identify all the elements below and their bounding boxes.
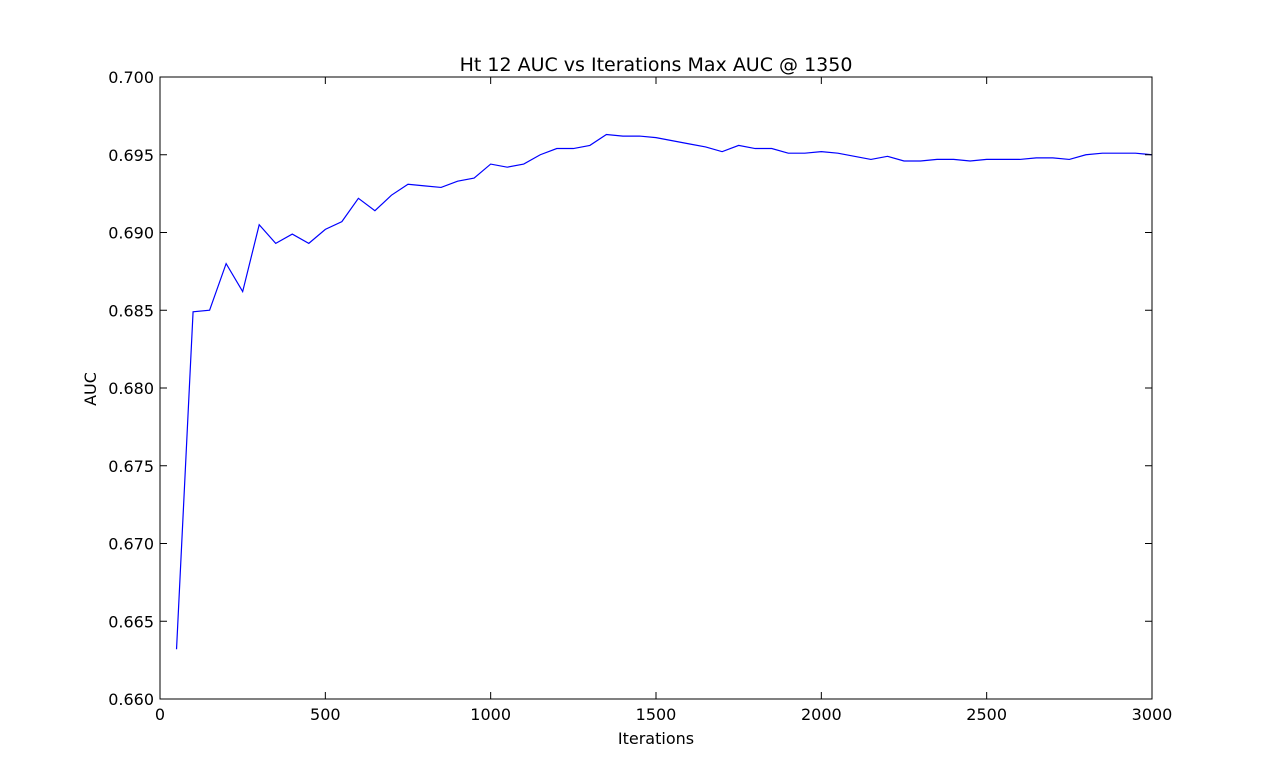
x-tick-label: 2000 (801, 705, 842, 724)
y-tick-label: 0.670 (108, 535, 154, 554)
chart-title: Ht 12 AUC vs Iterations Max AUC @ 1350 (460, 54, 853, 76)
plot-area-frame (159, 76, 1153, 700)
y-tick-label: 0.665 (108, 612, 154, 631)
series-line-0 (175, 133, 1152, 650)
x-tick-label: 0 (155, 705, 165, 724)
y-tick-label: 0.690 (108, 224, 154, 243)
y-axis-label: AUC (81, 372, 100, 406)
x-axis-label: Iterations (618, 729, 694, 748)
x-tick-label: 3000 (1132, 705, 1173, 724)
x-tick-label: 1000 (470, 705, 511, 724)
x-tick-label: 2500 (966, 705, 1007, 724)
y-tick-label: 0.660 (108, 690, 154, 709)
y-tick-label: 0.700 (108, 68, 154, 87)
x-tick-label: 500 (310, 705, 341, 724)
series-layer (175, 133, 1152, 650)
y-tick-label: 0.695 (108, 146, 154, 165)
y-tick-label: 0.675 (108, 457, 154, 476)
tick-layer: 0 500 1000 1500 2000 2500 3000 0.660 0.665 0.670 0… (108, 68, 1172, 724)
y-tick-label: 0.685 (108, 301, 154, 320)
x-tick-label: 1500 (636, 705, 677, 724)
y-tick-label: 0.680 (108, 379, 154, 398)
